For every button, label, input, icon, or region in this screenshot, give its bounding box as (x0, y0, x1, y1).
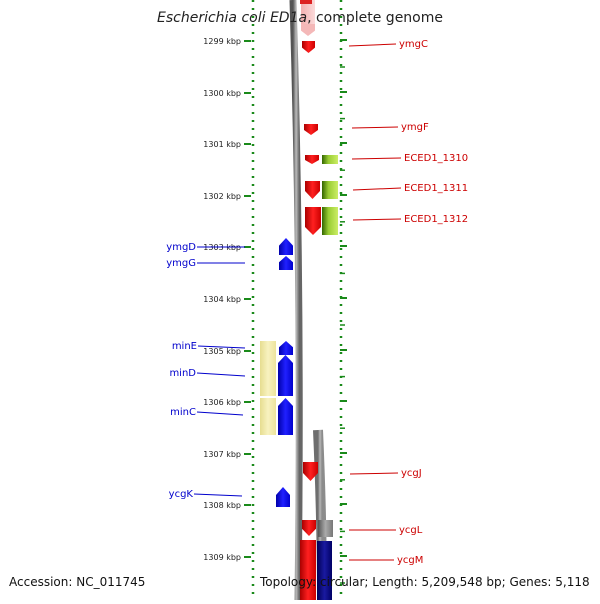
feature-ECED1_1311 (322, 181, 338, 199)
gene-label-ECED1_1312: ECED1_1312 (404, 214, 468, 225)
gene-ymgG (279, 256, 293, 270)
label-leader (348, 43, 397, 47)
label-leader (196, 372, 246, 377)
tick-label: 1299 kbp (203, 37, 241, 46)
gene-label-minE: minE (172, 341, 197, 352)
gene-label-ymgF: ymgF (401, 122, 429, 133)
feature-ycgM (317, 541, 332, 600)
gene-ycgM (300, 540, 316, 600)
gene-ymgF (304, 124, 318, 135)
gene-ECED1_1312 (305, 207, 321, 235)
gene-labels: ymgC ymgF ECED1_1310 ECED1_1311 ECED1_1312yc… (166, 39, 468, 566)
gene-ycgK (276, 487, 290, 507)
topology-text: Topology: circular; Length: 5,209,548 bp… (260, 575, 590, 589)
tick-label: 1304 kbp (203, 295, 241, 304)
gene-feature (300, 0, 312, 4)
gene-label-ycgJ: ycgJ (401, 468, 422, 479)
gene-minC (278, 398, 293, 435)
gene-ECED1_1311 (305, 181, 320, 199)
gene-ycgL (302, 520, 316, 536)
gene-label-minC: minC (170, 407, 196, 418)
gene-minD (278, 355, 293, 396)
feature-minC (260, 398, 276, 435)
tick-label: 1300 kbp (203, 89, 241, 98)
gene-label-ECED1_1311: ECED1_1311 (404, 183, 468, 194)
gene-ECED1_1310 (305, 155, 319, 164)
tick-label: 1308 kbp (203, 501, 241, 510)
gene-features (260, 0, 338, 600)
label-leader (349, 472, 399, 475)
tick-label: 1307 kbp (203, 450, 241, 459)
label-leader (196, 411, 244, 416)
pseudogene-feature (301, 0, 315, 28)
feature-ycgL (318, 520, 333, 537)
gene-ymgD (279, 238, 293, 255)
label-leader (197, 345, 246, 349)
tick-label: 1305 kbp (203, 347, 241, 356)
map-title: Escherichia coli ED1a, complete genome (0, 10, 600, 26)
label-leader (351, 126, 399, 129)
title-suffix: , complete genome (307, 10, 443, 26)
gene-label-ycgK: ycgK (169, 489, 194, 500)
gene-label-ycgL: ycgL (399, 525, 423, 536)
gene-label-ECED1_1310: ECED1_1310 (404, 153, 468, 164)
pseudogene-feature (301, 24, 315, 36)
gene-minE (279, 341, 293, 355)
tick-label: 1306 kbp (203, 398, 241, 407)
label-leader (193, 493, 243, 497)
accession-text: Accession: NC_011745 (9, 575, 146, 589)
label-leaders (193, 43, 402, 561)
feature-minD (260, 341, 276, 396)
gene-label-ymgC: ymgC (399, 39, 428, 50)
gene-ymgC (302, 41, 315, 53)
label-leader (352, 187, 402, 191)
tick-label: 1301 kbp (203, 140, 241, 149)
gene-label-ycgM: ycgM (397, 555, 423, 566)
label-leader (351, 157, 402, 160)
tick-label: 1309 kbp (203, 553, 241, 562)
genome-backbone (289, 0, 303, 601)
gene-label-ymgD: ymgD (166, 242, 196, 253)
organism-name: Escherichia coli ED1a (157, 10, 308, 26)
tick-label: 1302 kbp (203, 192, 241, 201)
gene-ycgJ (303, 462, 318, 481)
gene-label-ymgG: ymgG (166, 258, 196, 269)
feature-ECED1_1312 (322, 207, 338, 235)
gene-label-minD: minD (169, 368, 196, 379)
label-leader (352, 218, 402, 221)
feature-ECED1_1310 (322, 155, 338, 164)
